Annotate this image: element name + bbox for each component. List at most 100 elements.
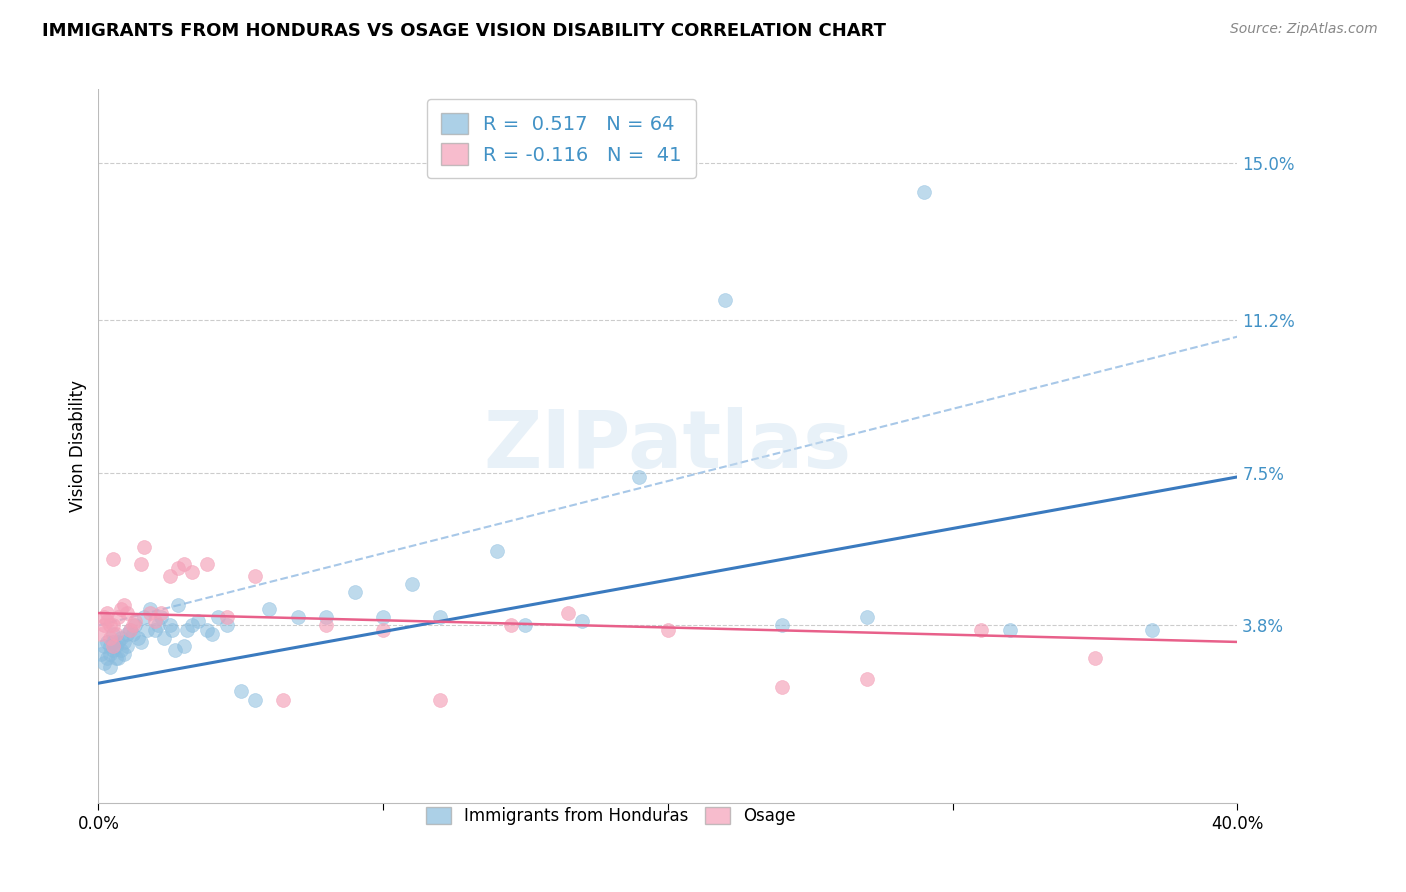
Point xyxy=(101,643,124,657)
Point xyxy=(315,618,337,632)
Point xyxy=(129,557,152,571)
Point xyxy=(96,651,118,665)
Point xyxy=(110,631,132,645)
Point xyxy=(770,618,793,632)
Point xyxy=(112,598,135,612)
Point xyxy=(121,618,143,632)
Point xyxy=(98,639,121,653)
Point xyxy=(259,602,281,616)
Point xyxy=(104,651,127,665)
Point xyxy=(181,565,204,579)
Point xyxy=(167,560,190,574)
Point xyxy=(373,623,395,637)
Point xyxy=(501,618,523,632)
Point xyxy=(96,635,118,649)
Point xyxy=(138,606,160,620)
Text: Source: ZipAtlas.com: Source: ZipAtlas.com xyxy=(1230,22,1378,37)
Point xyxy=(112,648,135,662)
Point xyxy=(243,692,266,706)
Point xyxy=(373,610,395,624)
Point xyxy=(173,557,195,571)
Point xyxy=(287,610,309,624)
Point xyxy=(98,659,121,673)
Point xyxy=(165,643,187,657)
Text: ZIPatlas: ZIPatlas xyxy=(484,407,852,485)
Point xyxy=(98,631,121,645)
Point xyxy=(124,618,146,632)
Point xyxy=(98,648,121,662)
Point xyxy=(101,639,124,653)
Point xyxy=(115,606,138,620)
Point xyxy=(187,615,209,629)
Point xyxy=(657,623,679,637)
Point xyxy=(486,544,509,558)
Legend: Immigrants from Honduras, Osage: Immigrants from Honduras, Osage xyxy=(418,799,804,834)
Point xyxy=(167,598,190,612)
Point xyxy=(207,610,229,624)
Point xyxy=(1084,651,1107,665)
Point xyxy=(215,610,238,624)
Point xyxy=(104,639,127,653)
Point xyxy=(159,569,181,583)
Point xyxy=(129,635,152,649)
Point xyxy=(138,602,160,616)
Point xyxy=(101,618,124,632)
Point xyxy=(107,651,129,665)
Point xyxy=(159,618,181,632)
Point xyxy=(93,610,115,624)
Point xyxy=(118,623,141,637)
Point xyxy=(107,610,129,624)
Point xyxy=(101,626,124,640)
Point xyxy=(429,610,451,624)
Point xyxy=(343,585,366,599)
Point xyxy=(912,186,935,200)
Point xyxy=(856,610,879,624)
Point xyxy=(176,623,198,637)
Point xyxy=(90,626,112,640)
Text: IMMIGRANTS FROM HONDURAS VS OSAGE VISION DISABILITY CORRELATION CHART: IMMIGRANTS FROM HONDURAS VS OSAGE VISION… xyxy=(42,22,886,40)
Point xyxy=(98,618,121,632)
Point xyxy=(93,639,115,653)
Point xyxy=(118,623,141,637)
Point xyxy=(173,639,195,653)
Point xyxy=(970,623,993,637)
Point xyxy=(571,615,593,629)
Point xyxy=(145,615,167,629)
Point xyxy=(229,684,252,698)
Point xyxy=(145,623,167,637)
Point xyxy=(101,635,124,649)
Point xyxy=(110,643,132,657)
Point xyxy=(110,602,132,616)
Point xyxy=(215,618,238,632)
Point xyxy=(243,569,266,583)
Point xyxy=(856,672,879,686)
Point xyxy=(515,618,537,632)
Point xyxy=(104,626,127,640)
Point xyxy=(557,606,579,620)
Point xyxy=(148,618,170,632)
Point xyxy=(90,648,112,662)
Point xyxy=(93,618,115,632)
Point xyxy=(124,615,146,629)
Point xyxy=(150,606,173,620)
Point xyxy=(115,639,138,653)
Point xyxy=(96,615,118,629)
Y-axis label: Vision Disability: Vision Disability xyxy=(69,380,87,512)
Point xyxy=(162,623,184,637)
Point xyxy=(998,623,1021,637)
Point xyxy=(93,656,115,670)
Point xyxy=(273,692,295,706)
Point xyxy=(127,631,149,645)
Point xyxy=(107,635,129,649)
Point xyxy=(201,626,224,640)
Point xyxy=(195,623,218,637)
Point xyxy=(429,692,451,706)
Point xyxy=(101,552,124,566)
Point xyxy=(132,540,155,554)
Point xyxy=(401,577,423,591)
Point xyxy=(121,626,143,640)
Point xyxy=(628,470,651,484)
Point xyxy=(135,623,157,637)
Point xyxy=(115,626,138,640)
Point xyxy=(153,631,176,645)
